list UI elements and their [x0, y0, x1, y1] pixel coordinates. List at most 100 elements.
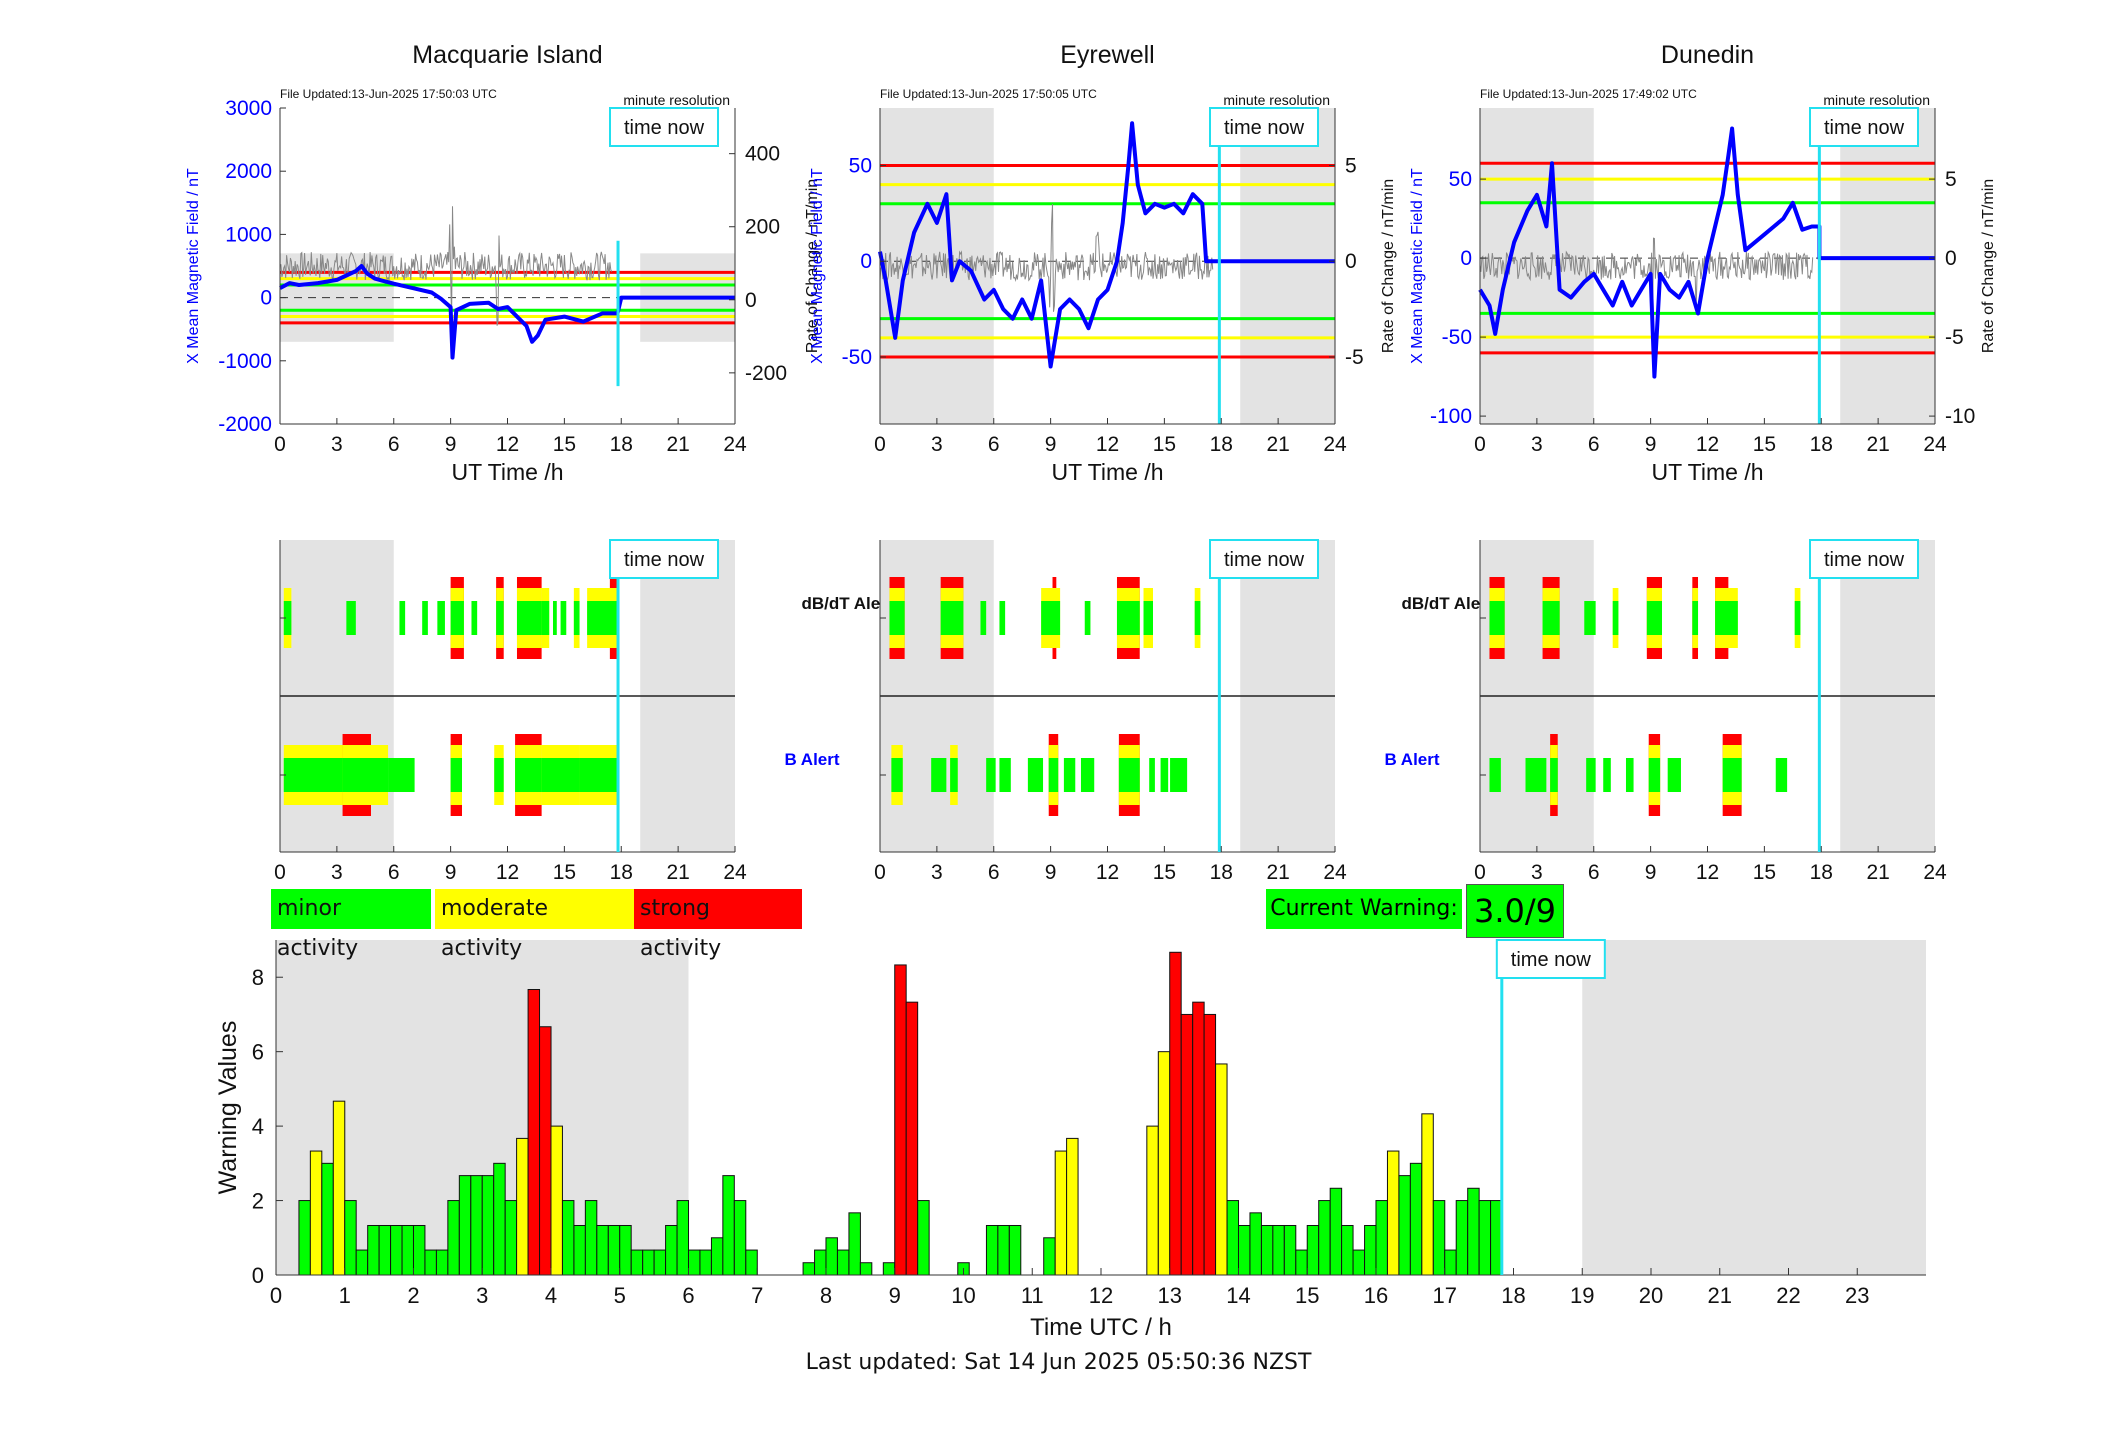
warning-bar	[378, 1224, 392, 1276]
time-now-label: time now	[1824, 117, 1905, 139]
b-alert-block	[450, 758, 462, 792]
right-tick-label: -200	[745, 362, 787, 385]
dbdt-alert-block	[1489, 601, 1505, 635]
time-now-box	[1209, 539, 1319, 579]
dbdt-alert-block	[1612, 601, 1619, 635]
x-tick-label: 0	[874, 433, 886, 456]
x-tick-label: 18	[1810, 861, 1833, 884]
b-alert-block	[515, 758, 542, 792]
field-series-line	[1478, 126, 1935, 379]
b-alert-block	[371, 758, 389, 792]
dbdt-alert-block	[1116, 601, 1140, 635]
x-tick-label: 17	[1433, 1283, 1457, 1308]
x-axis-label: UT Time /h	[451, 459, 563, 485]
dbdt-alert-block	[346, 601, 356, 635]
station-title: Macquarie Island	[412, 41, 602, 69]
warning-bar	[539, 1026, 552, 1276]
warning-bar	[733, 1200, 747, 1276]
station-title: Eyrewell	[1060, 41, 1154, 69]
x-tick-label: 20	[1639, 1283, 1663, 1308]
dbdt-alert-block	[1692, 601, 1699, 635]
right-tick-label: 0	[745, 289, 757, 312]
b-alert-block	[1048, 758, 1059, 792]
time-now-box	[609, 107, 719, 147]
b-alert-block	[342, 758, 371, 792]
rate-of-change-line	[879, 203, 1214, 312]
resolution-label: minute resolution	[1823, 92, 1930, 108]
x-tick-label: 9	[1045, 861, 1057, 884]
b-alert-block	[1525, 758, 1547, 792]
file-updated-text: File Updated:13-Jun-2025 17:50:05 UTC	[880, 87, 1097, 101]
x-tick-label: 18	[610, 861, 633, 884]
y-axis-label: Warning Values	[214, 1021, 242, 1195]
warning-bar	[1455, 1200, 1469, 1276]
warning-bar	[550, 1125, 563, 1276]
x-tick-label: 1	[339, 1283, 351, 1308]
resolution-label: minute resolution	[623, 92, 730, 108]
x-tick-label: 0	[874, 861, 886, 884]
dbdt-alert-label: dB/dT Alert	[802, 594, 893, 613]
dbdt-alert-block	[1084, 601, 1091, 635]
b-alert-block	[541, 758, 580, 792]
b-alert-block	[1489, 758, 1501, 792]
left-axis-label: X Mean Magnetic Field / nT	[809, 168, 826, 364]
b-alert-block	[931, 758, 947, 792]
warning-bar	[1054, 1150, 1068, 1276]
warning-bar	[710, 1237, 724, 1276]
x-tick-label: 21	[1866, 861, 1889, 884]
warning-bar	[1043, 1237, 1056, 1276]
x-tick-label: 0	[1474, 433, 1486, 456]
x-tick-label: 15	[1753, 433, 1776, 456]
dbdt-alert-block	[980, 601, 987, 635]
time-now-box	[609, 539, 719, 579]
warning-bar	[1226, 1200, 1240, 1276]
dbdt-alert-block	[1194, 601, 1201, 635]
warning-bar	[630, 1249, 644, 1276]
warning-bar	[1306, 1224, 1320, 1276]
x-tick-label: 3	[931, 433, 943, 456]
b-alert-block	[1603, 758, 1611, 792]
warning-bar	[1169, 951, 1182, 1276]
right-tick-label: -5	[1945, 326, 1964, 349]
x-tick-label: 19	[1570, 1283, 1594, 1308]
rate-of-change-line	[279, 206, 613, 326]
x-tick-label: 15	[1753, 861, 1776, 884]
left-tick-label: 50	[849, 154, 872, 177]
right-tick-label: -5	[1345, 346, 1364, 369]
dbdt-alert-block	[516, 601, 542, 635]
x-tick-label: 0	[274, 861, 286, 884]
warning-bar	[894, 964, 907, 1276]
x-tick-label: 9	[889, 1283, 901, 1308]
warning-bar	[573, 1224, 586, 1276]
b-alert-label: B Alert	[1384, 750, 1439, 769]
warning-bar	[1066, 1137, 1079, 1276]
warning-bar	[1409, 1162, 1423, 1276]
x-tick-label: 21	[666, 861, 689, 884]
night-shading	[1240, 108, 1335, 424]
warning-bar	[1146, 1125, 1159, 1276]
b-alert-block	[1586, 758, 1596, 792]
x-tick-label: 18	[610, 433, 633, 456]
time-now-label: time now	[624, 549, 705, 571]
warning-bar	[332, 1100, 346, 1276]
time-now-label: time now	[1824, 549, 1905, 571]
x-tick-label: 24	[723, 433, 747, 456]
dbdt-alert-block	[609, 601, 618, 635]
x-tick-label: 10	[951, 1283, 975, 1308]
warning-bar	[642, 1249, 655, 1276]
warning-bar	[561, 1200, 575, 1276]
x-axis-label: UT Time /h	[1651, 459, 1763, 485]
dbdt-alert-label: dB/dT Alert	[1402, 594, 1493, 613]
x-tick-label: 13	[1158, 1283, 1182, 1308]
b-alert-block	[986, 758, 996, 792]
left-axis-label: X Mean Magnetic Field / nT	[185, 168, 202, 364]
warning-bar	[1215, 1063, 1228, 1276]
x-tick-label: 4	[545, 1283, 557, 1308]
time-now-label: time now	[1224, 117, 1305, 139]
x-tick-label: 18	[1210, 433, 1233, 456]
x-tick-label: 15	[1153, 433, 1176, 456]
warning-bar	[653, 1249, 667, 1276]
x-tick-label: 12	[496, 433, 519, 456]
field-series-line	[878, 121, 1335, 369]
warning-bar	[458, 1175, 472, 1276]
